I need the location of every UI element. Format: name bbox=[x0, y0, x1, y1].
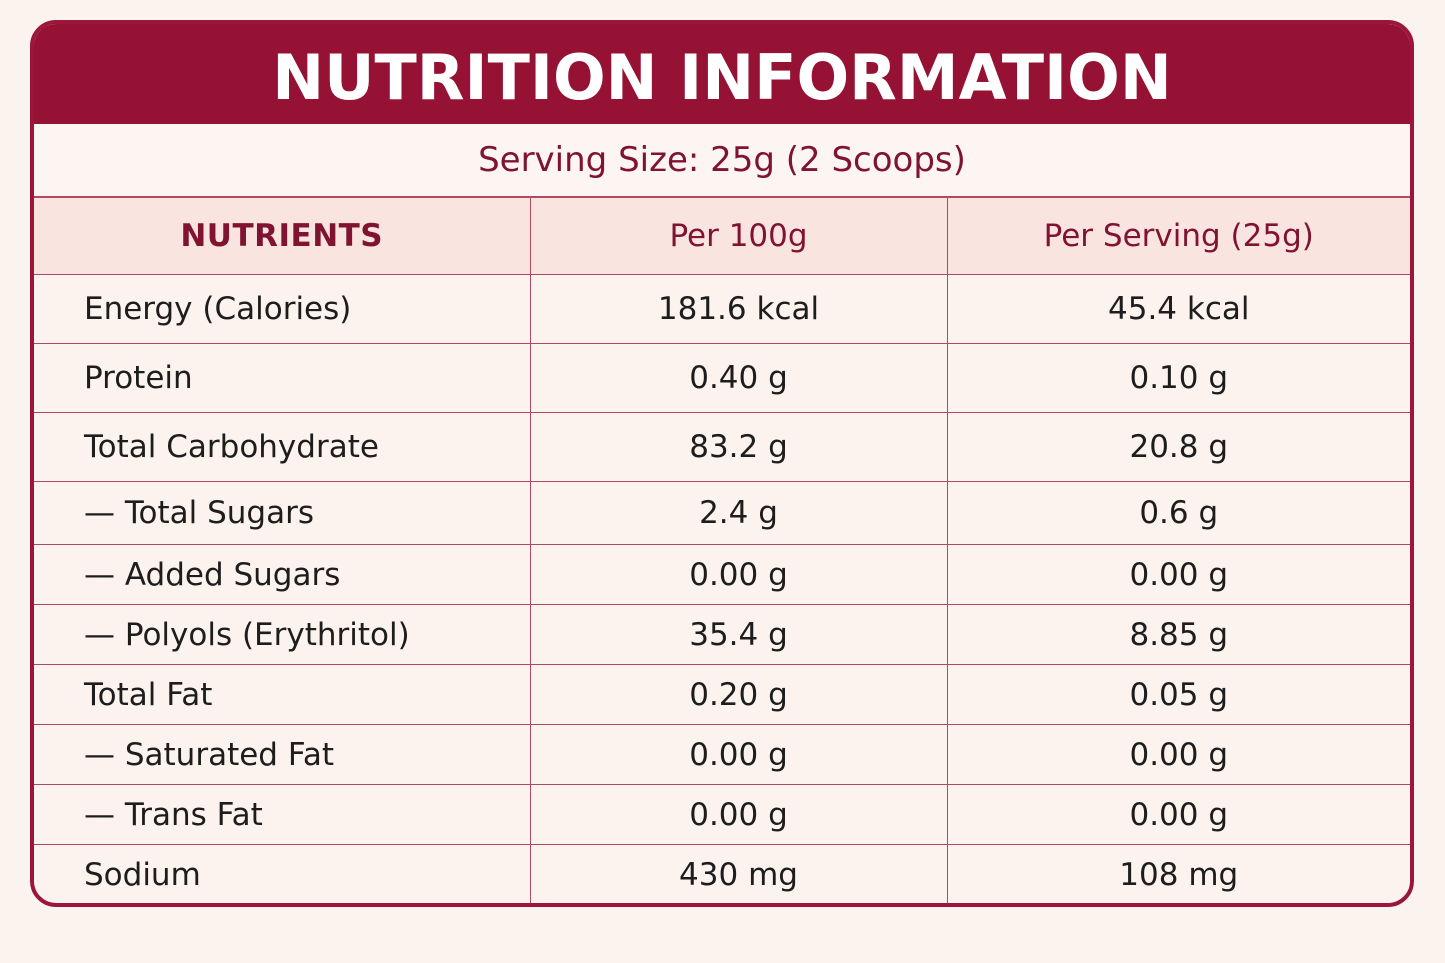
value-per-100g: 0.20 g bbox=[530, 664, 948, 725]
nutrient-name: Energy (Calories) bbox=[34, 274, 531, 344]
table-row: — Polyols (Erythritol) 35.4 g 8.85 g bbox=[34, 604, 1410, 665]
value-per-100g: 2.4 g bbox=[530, 481, 948, 545]
value-per-100g: 0.00 g bbox=[530, 724, 948, 785]
value-per-serving: 0.00 g bbox=[947, 544, 1410, 605]
value-per-100g: 0.40 g bbox=[530, 343, 948, 413]
value-per-serving: 45.4 kcal bbox=[947, 274, 1410, 344]
nutrient-name: Protein bbox=[34, 343, 531, 413]
value-per-serving: 0.6 g bbox=[947, 481, 1410, 545]
value-per-serving: 0.00 g bbox=[947, 724, 1410, 785]
value-per-100g: 35.4 g bbox=[530, 604, 948, 665]
value-per-100g: 83.2 g bbox=[530, 412, 948, 482]
value-per-serving: 8.85 g bbox=[947, 604, 1410, 665]
serving-size: Serving Size: 25g (2 Scoops) bbox=[34, 124, 1410, 198]
nutrient-name: — Added Sugars bbox=[34, 544, 531, 605]
value-per-100g: 430 mg bbox=[530, 844, 948, 903]
table-row: Total Carbohydrate 83.2 g 20.8 g bbox=[34, 412, 1410, 482]
nutrient-name: Total Fat bbox=[34, 664, 531, 725]
nutrition-table: NUTRIENTS Per 100g Per Serving (25g) Ene… bbox=[34, 198, 1410, 903]
table-row: Sodium 430 mg 108 mg bbox=[34, 844, 1410, 903]
column-header-per-100g: Per 100g bbox=[530, 198, 948, 275]
table-row: Total Fat 0.20 g 0.05 g bbox=[34, 664, 1410, 725]
nutrient-name: — Total Sugars bbox=[34, 481, 531, 545]
value-per-serving: 20.8 g bbox=[947, 412, 1410, 482]
table-row: — Trans Fat 0.00 g 0.00 g bbox=[34, 784, 1410, 845]
table-row: — Added Sugars 0.00 g 0.00 g bbox=[34, 544, 1410, 605]
nutrition-panel: NUTRITION INFORMATION Serving Size: 25g … bbox=[30, 20, 1414, 907]
nutrient-name: — Polyols (Erythritol) bbox=[34, 604, 531, 665]
column-header-per-serving: Per Serving (25g) bbox=[947, 198, 1410, 275]
value-per-serving: 108 mg bbox=[1119, 856, 1239, 893]
nutrient-name: — Trans Fat bbox=[34, 784, 531, 845]
value-per-100g: 0.00 g bbox=[530, 784, 948, 845]
value-per-100g: 181.6 kcal bbox=[530, 274, 948, 344]
table-row: Protein 0.40 g 0.10 g bbox=[34, 343, 1410, 413]
value-per-serving: 0.00 g bbox=[947, 784, 1410, 845]
nutrient-name: — Saturated Fat bbox=[34, 724, 531, 785]
nutrient-name: Sodium bbox=[34, 844, 531, 903]
table-row: Energy (Calories) 181.6 kcal 45.4 kcal bbox=[34, 274, 1410, 344]
value-per-100g: 0.00 g bbox=[530, 544, 948, 605]
value-per-serving: 0.10 g bbox=[947, 343, 1410, 413]
value-per-serving: 0.05 g bbox=[947, 664, 1410, 725]
nutrient-name: Total Carbohydrate bbox=[34, 412, 531, 482]
column-header-nutrients: NUTRIENTS bbox=[34, 198, 531, 275]
panel-title: NUTRITION INFORMATION bbox=[34, 24, 1410, 124]
table-row: — Total Sugars 2.4 g 0.6 g bbox=[34, 481, 1410, 545]
table-row: — Saturated Fat 0.00 g 0.00 g bbox=[34, 724, 1410, 785]
table-header-row: NUTRIENTS Per 100g Per Serving (25g) bbox=[34, 198, 1410, 275]
